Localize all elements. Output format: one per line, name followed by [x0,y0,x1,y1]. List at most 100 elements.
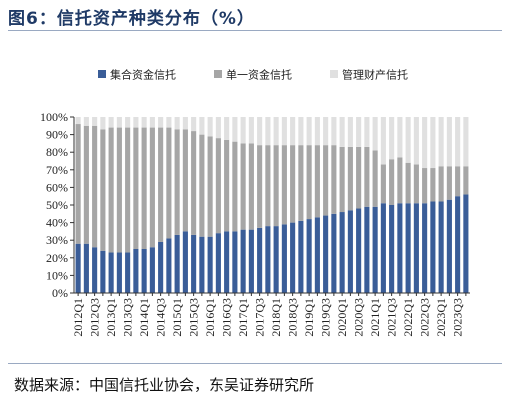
bar-2022Q3-series-1 [422,203,428,293]
bar-2022Q2-series-2 [413,164,419,204]
bar-2016Q4-series-1 [232,231,238,293]
bar-2015Q1-series-3 [174,117,180,130]
legend-label-1: 集合资金信托 [110,68,176,82]
bar-2013Q3-series-1 [125,252,131,293]
bar-2012Q4-series-3 [100,117,106,130]
bar-2021Q1-series-2 [372,150,378,207]
data-source-note: 数据来源：中国信托业协会，东吴证券研究所 [14,376,315,394]
legend-swatch-2 [214,70,222,78]
x-tick-label: 2018Q3 [286,298,300,337]
bar-2020Q1-series-1 [339,212,345,293]
y-tick-label: 90% [46,128,68,142]
bar-2013Q4-series-1 [133,249,139,293]
bar-2012Q1-series-3 [75,117,81,125]
bar-2017Q1-series-1 [240,229,246,293]
chart-title: 图6：信托资产种类分布（%） [8,9,255,29]
bar-2023Q2-series-3 [446,117,452,167]
bar-2018Q3-series-3 [290,117,296,146]
bar-2015Q4-series-2 [199,134,205,237]
y-tick-label: 80% [46,145,68,159]
footer-divider [8,363,502,364]
bar-2012Q1-series-2 [75,124,81,244]
bar-2013Q1-series-3 [108,117,114,128]
bar-2021Q4-series-1 [397,203,403,293]
x-tick-label: 2013Q3 [121,298,135,337]
bar-2015Q1-series-2 [174,129,180,235]
legend-label-3: 管理财产信托 [342,68,408,82]
bar-2022Q3-series-3 [422,117,428,169]
bar-2017Q4-series-3 [265,117,271,146]
bar-2018Q3-series-1 [290,222,296,293]
y-tick-label: 20% [46,251,68,265]
bar-2018Q1-series-2 [273,145,279,227]
bar-2023Q1-series-3 [438,117,444,167]
chart-axes: 0%10%20%30%40%50%60%70%80%90%100%2012Q1 2… [40,110,470,337]
bar-2016Q1-series-1 [207,236,213,293]
bar-2012Q4-series-2 [100,129,106,251]
bar-2021Q3-series-2 [389,159,395,205]
x-tick-label: 2017Q1 [236,298,250,337]
bar-2020Q4-series-2 [364,146,370,207]
bar-2019Q3-series-1 [323,215,329,293]
title-divider [8,30,502,31]
bar-2017Q2-series-3 [248,117,254,144]
bar-2022Q4-series-3 [430,117,436,169]
bar-2019Q1-series-3 [306,117,312,146]
bar-2015Q2-series-1 [182,231,188,293]
bar-2013Q3-series-3 [125,117,131,128]
x-tick-label: 2012Q1 [71,298,85,337]
bar-2021Q2-series-2 [380,164,386,204]
x-tick-label: 2023Q3 [451,298,465,337]
stacked-bar-chart: 集合资金信托 单一资金信托 管理财产信托 0% 10% 20% 30% 40% 50% 60% 7… [40,68,470,337]
bar-2016Q4-series-2 [232,141,238,232]
chart-legend: 集合资金信托 单一资金信托 管理财产信托 [98,68,408,82]
bar-2022Q1-series-1 [405,203,411,293]
bar-2014Q3-series-1 [158,241,164,293]
bar-2018Q1-series-1 [273,226,279,293]
bar-2013Q2-series-1 [116,252,122,293]
bar-2013Q2-series-2 [116,127,122,253]
bar-2019Q2-series-1 [314,217,320,293]
bar-2015Q3-series-1 [191,234,197,293]
bar-2019Q2-series-3 [314,117,320,146]
x-tick-label: 2021Q3 [385,298,399,337]
bar-2012Q2-series-2 [83,125,89,244]
bar-2016Q3-series-1 [224,231,230,293]
bar-2023Q4-series-2 [463,166,469,195]
bar-2014Q3-series-3 [158,117,164,128]
bar-2016Q2-series-3 [215,117,221,139]
bar-group [75,117,469,293]
bar-2017Q1-series-2 [240,143,246,230]
bar-2012Q1-series-1 [75,243,81,293]
x-tick-label: 2022Q1 [401,298,415,337]
bar-2016Q1-series-2 [207,136,213,237]
bar-2015Q2-series-2 [182,129,188,232]
bar-2018Q3-series-2 [290,145,296,223]
bar-2022Q3-series-2 [422,168,428,204]
bar-2017Q1-series-3 [240,117,246,144]
bar-2018Q4-series-3 [298,117,304,146]
bar-2013Q3-series-2 [125,127,131,253]
bar-2016Q2-series-1 [215,233,221,293]
bar-2020Q2-series-1 [347,210,353,293]
bar-2015Q3-series-2 [191,131,197,235]
y-tick-label: 0% [52,286,68,300]
bar-2014Q4-series-1 [166,238,172,293]
bar-2015Q4-series-3 [199,117,205,135]
bar-2020Q3-series-3 [356,117,362,147]
bar-2014Q1-series-3 [141,117,147,128]
bar-2018Q4-series-2 [298,145,304,221]
legend-swatch-3 [330,70,338,78]
bar-2023Q3-series-1 [455,196,461,293]
bar-2017Q3-series-2 [257,145,263,228]
bar-2019Q2-series-2 [314,145,320,218]
x-tick-label: 2019Q1 [302,298,316,337]
bar-2019Q4-series-2 [331,145,337,214]
x-tick-label: 2019Q3 [319,298,333,337]
bar-2017Q2-series-1 [248,229,254,293]
x-tick-label: 2016Q3 [220,298,234,337]
bar-2014Q1-series-2 [141,127,147,249]
x-tick-label: 2023Q1 [434,298,448,337]
bar-2019Q3-series-2 [323,145,329,216]
x-tick-label: 2021Q1 [368,298,382,337]
